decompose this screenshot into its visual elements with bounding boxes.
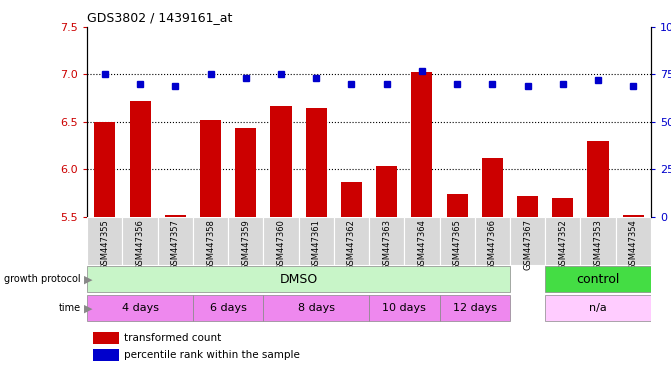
Text: control: control (576, 273, 620, 286)
Bar (122, 217, 158, 265)
Bar (334, 217, 369, 265)
Text: ▶: ▶ (84, 274, 93, 285)
Text: GSM447354: GSM447354 (629, 219, 637, 270)
Bar (270, 106, 292, 217)
Bar (517, 196, 538, 217)
Text: 4 days: 4 days (121, 303, 158, 313)
Bar (369, 217, 404, 265)
Bar (580, 217, 615, 265)
Bar (615, 217, 651, 265)
Text: transformed count: transformed count (124, 333, 221, 343)
Bar (369, 295, 440, 321)
Bar (446, 194, 468, 217)
Bar (158, 217, 193, 265)
Text: time: time (58, 303, 81, 313)
Text: GSM447366: GSM447366 (488, 219, 497, 270)
Text: growth protocol: growth protocol (4, 274, 81, 285)
Bar (341, 182, 362, 217)
Text: 8 days: 8 days (298, 303, 335, 313)
Bar (482, 158, 503, 217)
Bar (94, 122, 115, 217)
Bar (475, 217, 510, 265)
Bar (545, 217, 580, 265)
Text: GSM447353: GSM447353 (594, 219, 603, 270)
Bar (87, 266, 510, 292)
Bar (545, 295, 651, 321)
Bar (299, 217, 334, 265)
Text: GSM447365: GSM447365 (453, 219, 462, 270)
Bar (193, 295, 263, 321)
Text: GSM447361: GSM447361 (312, 219, 321, 270)
Bar (305, 108, 327, 217)
Bar (510, 217, 545, 265)
Text: GSM447352: GSM447352 (558, 219, 567, 270)
Text: GSM447360: GSM447360 (276, 219, 285, 270)
Text: GSM447356: GSM447356 (136, 219, 144, 270)
Text: GSM447364: GSM447364 (417, 219, 426, 270)
Text: GSM447355: GSM447355 (101, 219, 109, 270)
Text: GSM447363: GSM447363 (382, 219, 391, 270)
Bar (130, 101, 150, 217)
Bar (200, 120, 221, 217)
Bar (93, 332, 119, 344)
Text: GSM447367: GSM447367 (523, 219, 532, 270)
Bar (165, 215, 186, 217)
Bar (411, 73, 432, 217)
Text: 12 days: 12 days (453, 303, 497, 313)
Text: 6 days: 6 days (210, 303, 246, 313)
Bar (93, 349, 119, 361)
Bar (545, 266, 651, 292)
Text: GSM447362: GSM447362 (347, 219, 356, 270)
Text: n/a: n/a (589, 303, 607, 313)
Bar (235, 127, 256, 217)
Text: GSM447359: GSM447359 (242, 219, 250, 270)
Bar (193, 217, 228, 265)
Bar (587, 141, 609, 217)
Bar (552, 198, 573, 217)
Text: ▶: ▶ (84, 303, 93, 313)
Bar (263, 217, 299, 265)
Bar (440, 295, 510, 321)
Bar (623, 215, 643, 217)
Bar (404, 217, 440, 265)
Bar (228, 217, 263, 265)
Bar (87, 217, 123, 265)
Text: DMSO: DMSO (279, 273, 318, 286)
Bar (263, 295, 369, 321)
Text: GSM447358: GSM447358 (206, 219, 215, 270)
Text: GDS3802 / 1439161_at: GDS3802 / 1439161_at (87, 11, 233, 24)
Bar (440, 217, 475, 265)
Text: GSM447357: GSM447357 (171, 219, 180, 270)
Bar (376, 166, 397, 217)
Text: 10 days: 10 days (382, 303, 426, 313)
Bar (87, 295, 193, 321)
Text: percentile rank within the sample: percentile rank within the sample (124, 350, 300, 360)
